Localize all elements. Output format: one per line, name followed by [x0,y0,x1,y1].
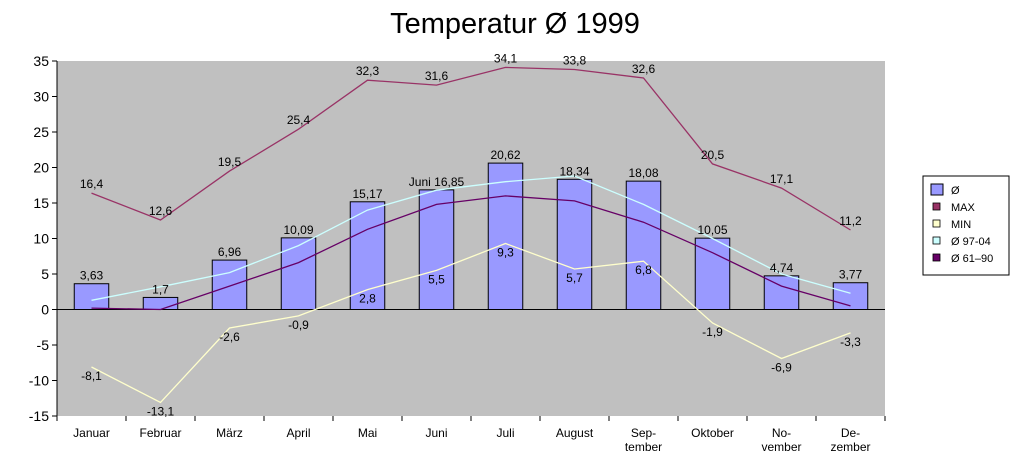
y-tick-label: -10 [29,373,49,389]
data-label: 18,08 [628,166,658,180]
bar [625,180,662,310]
legend-label: Ø 97-04 [951,236,991,248]
data-label: 3,77 [839,268,863,282]
x-tick-label: August [556,426,594,440]
data-label: Juni 16,85 [409,175,465,189]
data-label: 33,8 [563,54,587,68]
data-label: 9,3 [497,245,514,259]
data-label: 10,09 [283,223,313,237]
bar [142,296,179,310]
data-label: 15,17 [352,187,382,201]
data-label: -2,6 [219,330,240,344]
data-label: 32,6 [632,62,656,76]
legend-swatch [932,236,941,245]
data-label: -1,9 [702,325,723,339]
data-label: 10,05 [697,223,727,237]
legend-swatch [932,219,941,228]
data-label: -13,1 [147,405,175,419]
series-line [91,66,851,231]
legend-swatch [932,202,941,211]
bar [280,237,317,310]
data-label: 20,62 [490,148,520,162]
x-tick-label: De- [841,426,860,440]
series-line [91,242,851,404]
data-label: 17,1 [770,172,794,186]
data-label: 1,7 [152,282,169,296]
data-label: 5,5 [428,272,445,286]
data-label: -3,3 [840,335,861,349]
bar [73,283,110,310]
legend-swatch [932,253,941,262]
legend-swatch [930,183,944,196]
data-label: 3,63 [80,269,104,283]
x-tick-label: Juli [496,426,514,440]
y-tick-label: 20 [33,160,49,176]
y-tick-label: -15 [29,408,49,424]
legend-label: Ø [951,185,960,197]
y-tick-label: 0 [41,302,49,318]
y-tick-label: 25 [33,124,49,140]
y-tick-label: 30 [33,89,49,105]
data-label: 2,8 [359,292,376,306]
x-tick-label: Januar [73,426,110,440]
data-label: -0,9 [288,318,309,332]
data-label: 18,34 [559,164,589,178]
data-label: 4,74 [770,261,794,275]
data-label: 16,4 [80,177,104,191]
y-tick-label: 15 [33,195,49,211]
x-tick-label: April [286,426,310,440]
data-label: 5,7 [566,271,583,285]
y-tick-label: 5 [41,266,49,282]
chart-title: Temperatur Ø 1999 [390,8,640,40]
x-tick-label: zember [830,440,870,454]
data-label: 6,96 [218,245,242,259]
x-tick-label: tember [625,440,662,454]
legend-label: Ø 61–90 [951,253,993,265]
x-tick-label: Juni [425,426,447,440]
legend-label: MIN [951,219,971,231]
data-label: 11,2 [839,214,862,228]
series-line [91,175,851,301]
data-label: 32,3 [356,64,380,78]
data-label: 12,6 [149,204,173,218]
x-tick-label: Oktober [691,426,734,440]
bar [556,178,593,310]
bar [349,201,386,310]
data-label: 19,5 [218,155,242,169]
y-tick-label: 35 [33,53,49,69]
data-label: 25,4 [287,113,311,127]
x-tick-label: Sep- [631,426,656,440]
bar [694,237,731,311]
bar [763,275,800,311]
bar [487,162,524,310]
x-tick-label: No- [772,426,791,440]
bar [832,282,869,311]
data-label: 6,8 [635,263,652,277]
legend-label: MAX [951,202,976,214]
x-tick-label: vember [761,440,801,454]
y-tick-label: 10 [33,231,49,247]
x-tick-label: März [216,426,243,440]
y-tick-label: -5 [37,337,50,353]
plot-area [57,61,885,416]
x-tick-label: Februar [139,426,181,440]
data-label: -8,1 [81,369,102,383]
series-line [91,195,851,311]
data-label: 20,5 [701,148,725,162]
data-label: -6,9 [771,360,792,374]
bar [418,189,455,311]
data-label: 34,1 [494,51,518,65]
data-label: 31,6 [425,69,449,83]
x-tick-label: Mai [358,426,377,440]
